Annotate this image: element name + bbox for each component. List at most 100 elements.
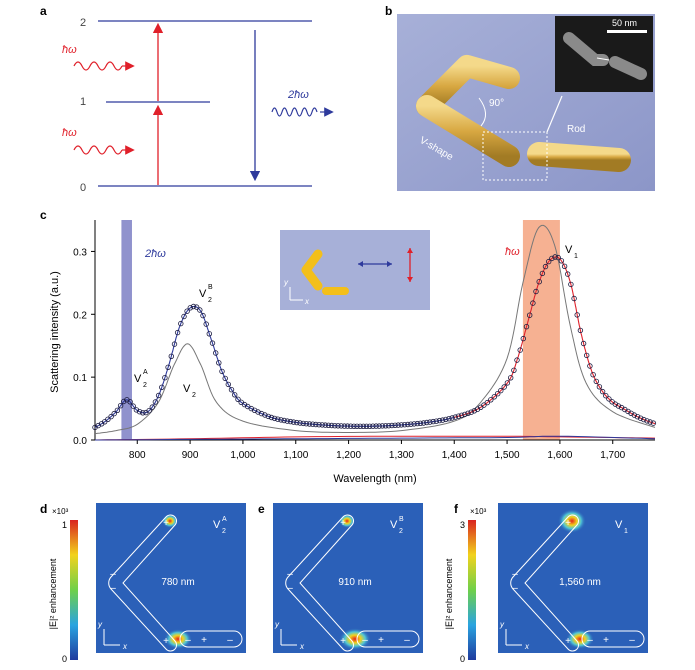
map-y-label: y	[499, 620, 505, 629]
data-point	[530, 300, 536, 306]
minus-charge: –	[512, 583, 518, 594]
data-point	[577, 327, 584, 334]
data-point	[325, 422, 332, 428]
minus-charge: –	[287, 583, 293, 594]
data-point	[433, 418, 439, 424]
data-point	[219, 368, 225, 375]
data-point	[329, 422, 335, 429]
colorbar-f-min: 0	[460, 654, 465, 664]
peak-label-v2a: V A 2	[134, 369, 148, 389]
data-point	[120, 398, 127, 405]
data-point	[430, 418, 436, 425]
data-point	[468, 409, 474, 415]
data-point	[527, 312, 533, 318]
data-point	[193, 304, 200, 310]
data-point	[533, 288, 539, 295]
data-point	[319, 422, 325, 428]
nanostructure-render: 90° V-shape Rod 50 nm	[397, 14, 655, 191]
data-point	[414, 420, 420, 427]
data-point	[439, 417, 446, 423]
data-point	[370, 423, 376, 429]
data-point	[571, 295, 577, 302]
field-background	[273, 503, 423, 653]
sem-rod	[609, 56, 647, 80]
data-point	[111, 410, 117, 417]
data-point	[155, 392, 162, 399]
data-point	[558, 258, 565, 264]
colorbar-d-max: 1	[62, 520, 67, 530]
data-point	[159, 384, 165, 390]
plus-charge: +	[603, 635, 609, 646]
photon-label-2: ħω	[62, 127, 77, 139]
data-point	[584, 352, 590, 359]
data-point	[555, 254, 561, 261]
x-tick-label: 1,300	[389, 450, 414, 461]
data-point	[262, 412, 268, 418]
x-tick-label: 1,000	[230, 450, 255, 461]
data-point	[462, 411, 468, 418]
angle-label: 90°	[489, 98, 504, 109]
svg-text:A: A	[143, 369, 148, 376]
data-point	[574, 312, 580, 318]
data-point	[514, 357, 520, 363]
data-point	[455, 413, 462, 419]
data-point	[568, 281, 574, 288]
data-point	[297, 420, 303, 426]
map-y-label: y	[97, 620, 103, 629]
wavelength-label: 1,560 nm	[559, 577, 601, 588]
photon-wave-2	[73, 145, 123, 155]
v-shape-outline	[510, 514, 579, 652]
hotspot	[339, 628, 371, 650]
data-point	[287, 418, 294, 425]
sem-inset	[555, 16, 653, 92]
data-point	[231, 392, 238, 398]
level-1-label: 1	[80, 96, 86, 108]
sem-v-shape	[563, 32, 609, 66]
colorbar-f: ×10³ 3 0 |E|² enhancement	[444, 507, 487, 664]
data-point	[136, 408, 143, 415]
data-point	[354, 423, 360, 429]
data-point	[637, 415, 644, 421]
data-point	[376, 423, 382, 429]
mode-label-sub: 2	[399, 528, 403, 535]
data-point	[216, 360, 222, 366]
mode-label: V	[615, 519, 623, 531]
peak-label-v2b: V B 2	[199, 284, 213, 304]
data-point	[504, 380, 511, 386]
data-point	[332, 422, 338, 429]
y-ticks: 0.0 0.1 0.2 0.3	[73, 247, 95, 447]
panel-f-label: f	[454, 502, 458, 516]
v-shape-outline	[285, 514, 354, 652]
data-point	[488, 397, 494, 403]
minus-charge: –	[227, 635, 233, 646]
series-line-blue	[95, 435, 656, 441]
data-point	[265, 413, 271, 420]
emission-wave	[271, 107, 318, 117]
data-point	[316, 421, 322, 428]
svg-text:2: 2	[208, 297, 212, 304]
data-point	[344, 423, 351, 429]
y-tick-label: 0.0	[73, 436, 87, 447]
data-point	[491, 394, 497, 400]
data-point	[386, 422, 392, 429]
panel-d-label: d	[40, 502, 48, 516]
data-point	[517, 347, 523, 353]
data-point	[306, 421, 313, 427]
mode-label-sub: 1	[624, 528, 628, 535]
data-point	[549, 255, 555, 262]
data-point	[465, 410, 471, 416]
data-point	[357, 423, 363, 429]
data-point	[228, 386, 235, 393]
svg-text:V: V	[134, 373, 142, 385]
data-point	[181, 313, 187, 320]
wavelength-label: 780 nm	[161, 577, 194, 588]
data-point	[546, 258, 552, 265]
peak-label-v2: V 2	[183, 383, 196, 399]
rod-outline	[356, 630, 420, 648]
minus-charge: –	[110, 583, 116, 594]
map-x-label: x	[299, 642, 305, 651]
data-point	[313, 421, 319, 428]
photon-wave-1	[73, 61, 123, 71]
data-point	[536, 278, 542, 285]
data-point	[593, 378, 599, 385]
